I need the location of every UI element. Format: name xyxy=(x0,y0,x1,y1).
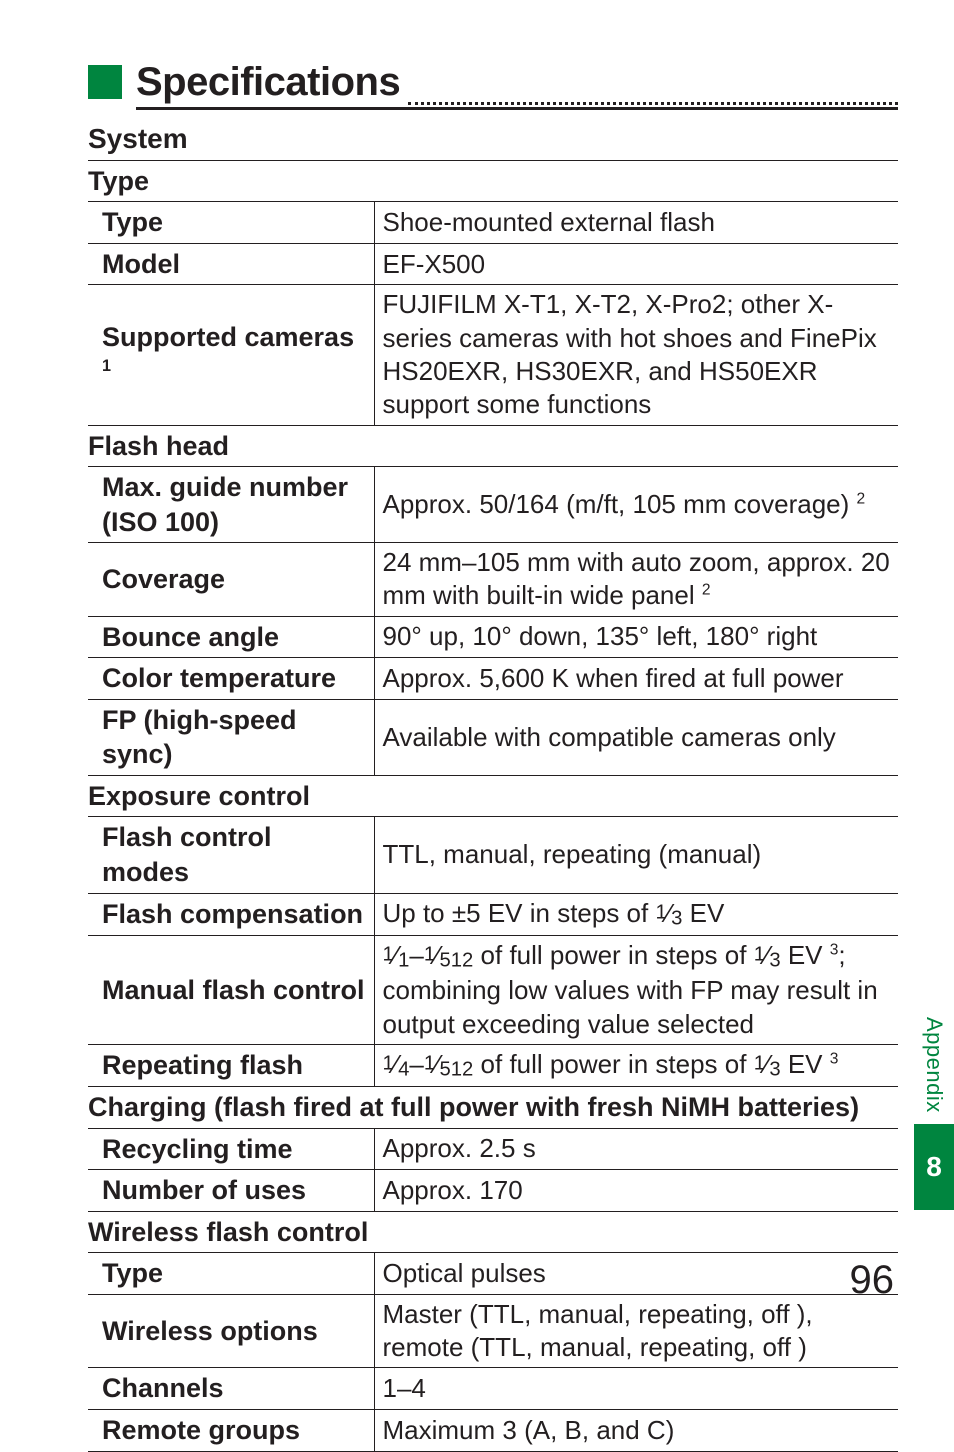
rpt-f3n: 1 xyxy=(754,1052,765,1074)
page-content: Specifications System Type Type Shoe-mou… xyxy=(0,0,954,1452)
label-fp-sync: FP (high-speed sync) xyxy=(88,699,374,775)
subsection-type: Type xyxy=(88,160,898,202)
value-supported-cameras: FUJIFILM X-T1, X-T2, X-Pro2; other X-ser… xyxy=(374,285,898,425)
value-type: Shoe-mounted external flash xyxy=(374,202,898,244)
label-coverage: Coverage xyxy=(88,543,374,617)
mfc-f2n: 1 xyxy=(424,943,435,965)
label-number-of-uses: Number of uses xyxy=(88,1170,374,1212)
value-gn-text: Approx. 50/164 (m/ft, 105 mm coverage) xyxy=(383,489,850,519)
footnote-ref-2b: 2 xyxy=(702,582,711,599)
value-flash-control-modes: TTL, manual, repeating (manual) xyxy=(374,817,898,893)
label-color-temperature: Color temperature xyxy=(88,658,374,700)
rpt-f3d: 3 xyxy=(769,1058,780,1080)
value-manual-flash-control: 1⁄1–1⁄512 of full power in steps of 1⁄3 … xyxy=(374,935,898,1044)
title-underline xyxy=(136,107,898,110)
mfc-f2d: 512 xyxy=(440,949,474,971)
label-flash-compensation: Flash compensation xyxy=(88,893,374,935)
subsection-exposure-control: Exposure control xyxy=(88,775,898,817)
value-remote-groups: Maximum 3 (A, B, and C) xyxy=(374,1410,898,1452)
value-wireless-type: Optical pulses xyxy=(374,1253,898,1295)
label-type: Type xyxy=(88,202,374,244)
value-repeating-flash: 1⁄4–1⁄512 of full power in steps of 1⁄3 … xyxy=(374,1044,898,1086)
label-channels: Channels xyxy=(88,1368,374,1410)
title-dotted-rule xyxy=(408,102,898,105)
mfc-f1n: 1 xyxy=(383,943,394,965)
value-recycling-time: Approx. 2.5 s xyxy=(374,1128,898,1170)
chapter-tab: 8 xyxy=(914,1124,954,1210)
label-supported-cameras-text: Supported cameras xyxy=(102,322,354,352)
chapter-number: 8 xyxy=(926,1151,942,1183)
value-fp-sync: Available with compatible cameras only xyxy=(374,699,898,775)
title-accent-block xyxy=(88,65,122,99)
label-recycling-time: Recycling time xyxy=(88,1128,374,1170)
frac-3: 3 xyxy=(671,907,682,929)
footnote-ref-2a: 2 xyxy=(857,490,866,507)
label-repeating-flash: Repeating flash xyxy=(88,1044,374,1086)
label-gn-line2: (ISO 100) xyxy=(102,507,219,537)
specifications-table: System Type Type Shoe-mounted external f… xyxy=(88,118,898,1452)
mfc-f3n: 1 xyxy=(754,943,765,965)
rpt-f2n: 1 xyxy=(424,1052,435,1074)
fcomp-post: EV xyxy=(682,898,724,928)
mfc-mid: of full power in steps of xyxy=(473,940,753,970)
label-supported-cameras: Supported cameras 1 xyxy=(88,285,374,425)
section-system: System xyxy=(88,118,898,160)
label-wireless-type: Type xyxy=(88,1253,374,1295)
label-remote-groups: Remote groups xyxy=(88,1410,374,1452)
footnote-ref-3b: 3 xyxy=(830,1050,839,1067)
footnote-ref-1: 1 xyxy=(102,357,111,375)
label-wireless-options: Wireless options xyxy=(88,1294,374,1368)
value-channels: 1–4 xyxy=(374,1368,898,1410)
label-bounce-angle: Bounce angle xyxy=(88,616,374,658)
value-coverage: 24 mm–105 mm with auto zoom, approx. 20 … xyxy=(374,543,898,617)
label-model: Model xyxy=(88,243,374,285)
section-title: Specifications xyxy=(136,60,400,105)
label-guide-number: Max. guide number (ISO 100) xyxy=(88,467,374,543)
page-number: 96 xyxy=(850,1258,895,1303)
rpt-f2d: 512 xyxy=(440,1058,474,1080)
subsection-wireless: Wireless flash control xyxy=(88,1211,898,1253)
section-title-row: Specifications xyxy=(88,60,898,105)
value-bounce-angle: 90° up, 10° down, 135° left, 180° right xyxy=(374,616,898,658)
value-coverage-text: 24 mm–105 mm with auto zoom, approx. 20 … xyxy=(383,547,890,610)
value-color-temperature: Approx. 5,600 K when fired at full power xyxy=(374,658,898,700)
mfc-f3d: 3 xyxy=(769,949,780,971)
side-tab: Appendix 8 xyxy=(914,1010,954,1210)
value-guide-number: Approx. 50/164 (m/ft, 105 mm coverage) 2 xyxy=(374,467,898,543)
label-gn-line1: Max. guide number xyxy=(102,472,348,502)
rpt-f1d: 4 xyxy=(398,1058,409,1080)
label-manual-flash-control: Manual flash control xyxy=(88,935,374,1044)
frac-1: 1 xyxy=(655,901,666,923)
fcomp-pre: Up to ±5 EV in steps of xyxy=(383,898,656,928)
value-wireless-options: Master (TTL, manual, repeating, off ), r… xyxy=(374,1294,898,1368)
label-flash-control-modes: Flash control modes xyxy=(88,817,374,893)
rpt-f1n: 1 xyxy=(383,1052,394,1074)
value-model: EF-X500 xyxy=(374,243,898,285)
subsection-flash-head: Flash head xyxy=(88,425,898,467)
value-number-of-uses: Approx. 170 xyxy=(374,1170,898,1212)
appendix-label: Appendix xyxy=(921,1010,947,1120)
rpt-post: EV xyxy=(781,1049,823,1079)
rpt-mid: of full power in steps of xyxy=(473,1049,753,1079)
subsection-charging: Charging (flash fired at full power with… xyxy=(88,1087,898,1129)
value-flash-compensation: Up to ±5 EV in steps of 1⁄3 EV xyxy=(374,893,898,935)
mfc-f1d: 1 xyxy=(398,949,409,971)
